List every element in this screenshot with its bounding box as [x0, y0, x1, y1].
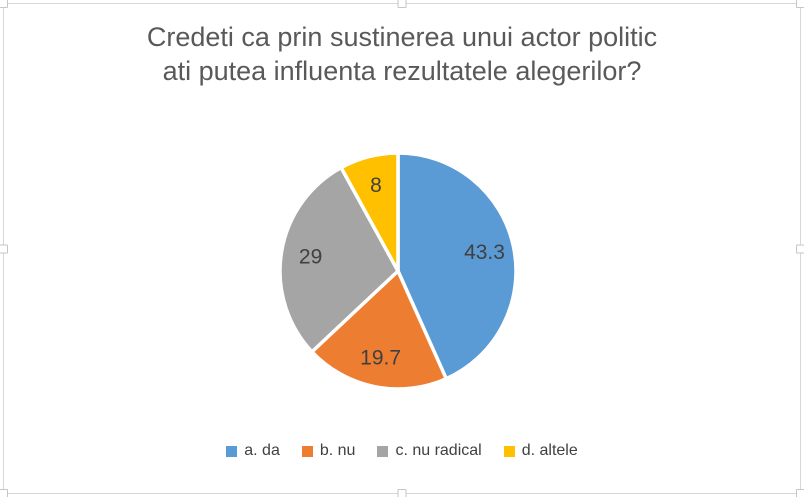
pie-slice-c-nu-radical[interactable]: [278, 165, 400, 354]
legend-item-b-nu[interactable]: b. nu: [301, 442, 356, 459]
data-label[interactable]: 29: [299, 246, 322, 269]
chart-title[interactable]: Credeti ca prin sustinerea unui actor po…: [0, 20, 804, 88]
pie-chart: 43.3 19.7 29 8: [278, 151, 518, 391]
legend: a. da b. nu c. nu radical d. altele: [0, 440, 804, 462]
selection-handle-bottom-left[interactable]: [0, 489, 8, 497]
selection-handle-middle-left[interactable]: [0, 244, 8, 253]
data-label[interactable]: 8: [370, 174, 382, 197]
chart-title-line-1: Credeti ca prin sustinerea unui actor po…: [146, 22, 658, 52]
selection-handle-middle-right[interactable]: [796, 244, 804, 253]
legend-label: a. da: [244, 442, 280, 459]
legend-item-a-da[interactable]: a. da: [226, 443, 280, 459]
data-label[interactable]: 19.7: [360, 346, 401, 369]
legend-item-d-altele[interactable]: d. altele: [503, 442, 578, 459]
pie-slice-b-nu[interactable]: [310, 269, 448, 391]
selection-handle-bottom-middle[interactable]: [397, 489, 407, 497]
selection-handle-bottom-right[interactable]: [796, 489, 804, 497]
legend-swatch-icon: [503, 445, 515, 457]
pie-slice-a-da[interactable]: [396, 151, 518, 381]
selection-handle-top-left[interactable]: [0, 0, 8, 8]
legend-label: c. nu radical: [395, 442, 482, 459]
legend-swatch-icon: [377, 445, 389, 457]
chart-title-line-2: ati putea influenta rezultatele alegeril…: [162, 56, 642, 86]
legend-swatch-icon: [226, 445, 238, 457]
selection-handle-top-middle[interactable]: [397, 0, 407, 8]
legend-item-c-nu-radical[interactable]: c. nu radical: [377, 442, 482, 459]
legend-label: d. altele: [521, 442, 578, 459]
selection-handle-top-right[interactable]: [796, 0, 804, 8]
legend-label: b. nu: [319, 442, 356, 459]
legend-swatch-icon: [301, 445, 313, 457]
data-label[interactable]: 43.3: [464, 241, 505, 264]
pie-slice-d-altele[interactable]: [339, 151, 400, 273]
